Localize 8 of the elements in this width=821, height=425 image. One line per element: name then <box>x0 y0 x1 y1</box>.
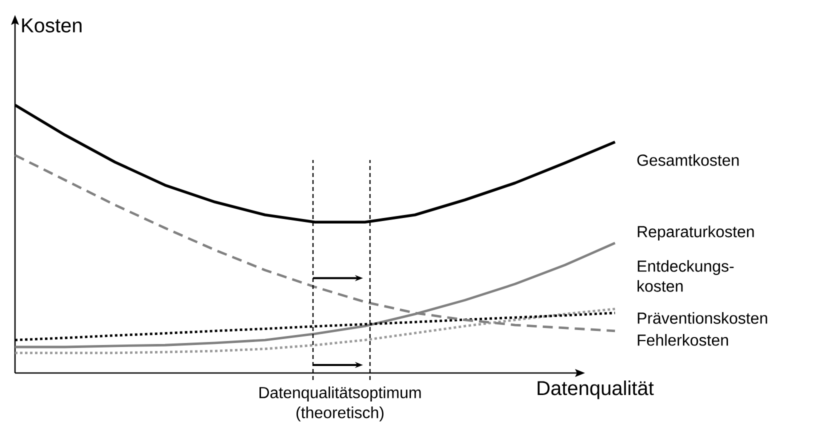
series-label: Fehlerkosten <box>638 334 728 346</box>
y-axis-title: Kosten <box>22 18 82 32</box>
x-axis-title: Datenqualität <box>538 380 654 400</box>
text: Datenqualitätsoptimum (theoretisch) <box>260 386 421 422</box>
series-label: Entdeckungs- kosten <box>638 260 734 292</box>
series-label: Gesamtkosten <box>637 154 739 166</box>
series-label: Reparaturkosten <box>638 226 754 240</box>
series-label: Präventionskosten <box>638 312 768 324</box>
